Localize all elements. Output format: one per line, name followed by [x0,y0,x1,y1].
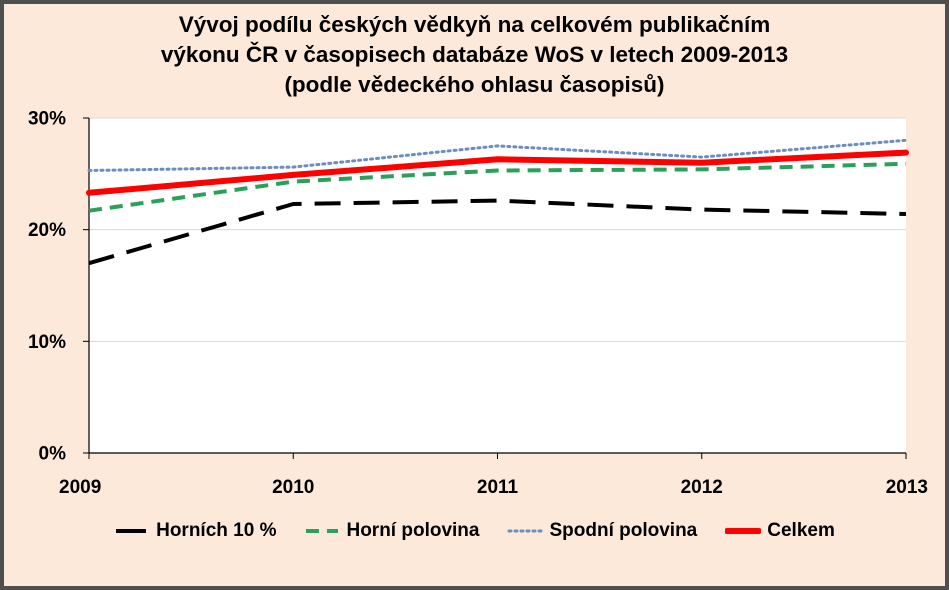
legend-label: Horních 10 % [156,520,277,541]
legend: Horních 10 % Horní polovina Spodní polovin… [0,516,949,546]
tick-labels: 0% 10% 20% 30% 2009 2010 2011 2012 2013 [28,109,928,499]
x-tick-label: 2011 [477,477,519,498]
legend-item: Horních 10 % [114,520,276,542]
series-line-spodn-polovina [87,138,908,172]
legend-swatch [507,529,543,533]
chart-title-line-1: Vývoj podílu českých vědkyň na celkovém … [178,12,771,37]
legend-swatch [116,529,149,533]
series-line-celkem [86,149,909,196]
chart-title-line-3: (podle vědeckého ohlasu časopisů) [284,72,665,97]
legend-item: Horní polovina [304,520,479,542]
series-lines [86,138,909,266]
y-tick-label: 30% [28,109,66,130]
x-tick-label: 2010 [272,477,314,498]
y-tick-label: 0% [39,444,67,465]
x-tick-label: 2012 [681,477,723,498]
chart-title: Vývoj podílu českých vědkyň na celkovém … [0,10,949,100]
gridlines [89,117,906,342]
legend-label: Horní polovina [346,520,480,541]
legend-item: Spodní polovina [507,520,697,542]
chart-title-line-2: výkonu ČR v časopisech databáze WoS v le… [160,42,789,67]
x-tick-label: 2013 [886,477,928,498]
plot-area [89,118,906,453]
legend-label: Celkem [767,520,835,541]
y-tick-label: 10% [28,332,66,353]
x-tick-label: 2009 [59,477,101,498]
legend-swatch [725,528,762,534]
legend-swatch [306,529,339,533]
axes [83,117,907,459]
y-tick-label: 20% [28,220,66,241]
legend-item: Celkem [725,520,835,542]
legend-label: Spodní polovina [549,520,698,541]
series-line-horn-polovina [88,161,907,213]
series-line-horn-ch-10- [88,198,907,266]
